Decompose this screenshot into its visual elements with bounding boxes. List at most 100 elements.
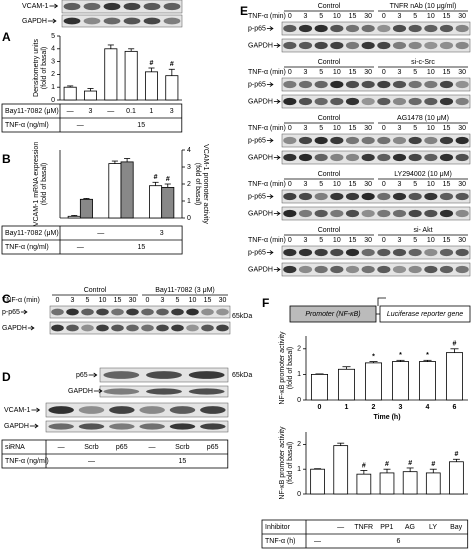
lane-label: 0 — [288, 13, 292, 20]
blot-band — [392, 153, 407, 162]
blot-band — [455, 80, 469, 89]
blot-band — [392, 41, 407, 50]
lane-label: 5 — [413, 69, 417, 76]
blot-band — [283, 153, 297, 162]
bar — [425, 472, 441, 495]
blot-band — [408, 265, 422, 274]
annotation: * — [399, 352, 402, 359]
bar — [356, 473, 372, 495]
y-tick-label: 2 — [51, 71, 55, 78]
blot-band — [377, 265, 391, 274]
table-cell: — — [67, 108, 74, 115]
table-cell: 3 — [170, 108, 174, 115]
blot-band — [392, 248, 407, 257]
bar — [364, 362, 382, 401]
lane-label: 10 — [333, 13, 341, 20]
lane-label: 10 — [333, 181, 341, 188]
lane-label: 30 — [458, 69, 466, 76]
blot-band — [330, 192, 344, 201]
lane-label: 3 — [161, 297, 165, 304]
y-tick-label: 3 — [51, 58, 55, 65]
table-cell: AG — [405, 524, 415, 531]
table-cell: p65 — [116, 444, 128, 451]
blot-band — [330, 41, 344, 50]
blot-band — [200, 406, 226, 414]
lane-label: 30 — [458, 125, 466, 132]
tss-arrow — [377, 297, 386, 306]
y-tick-label: 1 — [297, 371, 301, 378]
blot-band — [330, 80, 344, 89]
x-tick-label: 0 — [318, 404, 322, 411]
blot-band — [78, 423, 105, 430]
y-tick-label: 4 — [51, 46, 55, 53]
row-label: siRNA — [5, 444, 25, 451]
blot-band — [361, 41, 375, 50]
blot-band — [424, 265, 438, 274]
lane-label: 10 — [333, 237, 341, 244]
lane-label: 15 — [349, 69, 357, 76]
blot-band — [139, 423, 165, 430]
group-label: AG1478 (10 μM) — [397, 115, 449, 122]
row-label: TNF-α (ng/ml) — [5, 244, 49, 251]
row-label: TNF-α (h) — [265, 538, 296, 545]
blot-band — [283, 80, 297, 89]
lane-label: 10 — [333, 69, 341, 76]
reporter-label: Luciferase reporter gene — [387, 311, 463, 318]
blot-band — [330, 97, 344, 106]
blot — [45, 420, 229, 433]
axis-label: Densitometry units(fold of basal) — [33, 39, 48, 97]
time-label: TNF-α (min) — [248, 13, 286, 20]
blot-band — [345, 41, 360, 50]
annotation: # — [408, 460, 412, 467]
blot-band — [455, 265, 469, 274]
blot-band — [66, 308, 79, 316]
blot-band — [377, 209, 391, 218]
blot-band — [188, 371, 225, 379]
blot-band — [169, 406, 196, 414]
annotation: # — [166, 176, 170, 183]
blot-band — [314, 192, 328, 201]
y-tick-label: 2 — [297, 346, 301, 353]
blot-band — [298, 24, 313, 33]
lane-label: 10 — [427, 13, 435, 20]
arrow-head — [276, 267, 281, 272]
blot-band — [186, 308, 199, 316]
lane-label: 30 — [458, 181, 466, 188]
arrow-head — [269, 250, 274, 255]
blot-band — [314, 248, 328, 257]
arrow-head — [98, 388, 103, 394]
blot-label: GAPDH — [2, 325, 27, 332]
bar — [445, 352, 463, 401]
blot-band — [455, 192, 469, 201]
table-cell: — — [337, 524, 344, 531]
lane-label: 10 — [427, 125, 435, 132]
blot-label: p-p65 — [248, 81, 266, 88]
blot-band — [216, 308, 229, 316]
panel-letter: D — [2, 370, 11, 384]
blot — [49, 305, 231, 319]
blot-band — [141, 324, 154, 332]
group-label: Control — [318, 59, 341, 66]
blot-band — [283, 97, 297, 106]
blot-band — [408, 41, 422, 50]
blot-band — [361, 80, 375, 89]
blot-label: p-p65 — [2, 309, 20, 316]
blot-band — [377, 136, 391, 145]
table-cell: 15 — [137, 122, 145, 129]
blot-band — [408, 80, 422, 89]
bar — [310, 468, 325, 495]
blot-band — [392, 80, 407, 89]
row-label: Bay11-7082 (μM) — [5, 230, 59, 237]
blot-band — [377, 248, 391, 257]
blot-band — [330, 248, 344, 257]
arrow-head — [36, 407, 41, 413]
blot — [281, 150, 471, 165]
blot-band — [361, 153, 375, 162]
blot-band — [143, 2, 161, 11]
blot-band — [455, 24, 469, 33]
arrow-head — [276, 211, 281, 216]
blot-band — [345, 153, 360, 162]
blot-band — [424, 192, 438, 201]
blot-band — [103, 17, 121, 25]
